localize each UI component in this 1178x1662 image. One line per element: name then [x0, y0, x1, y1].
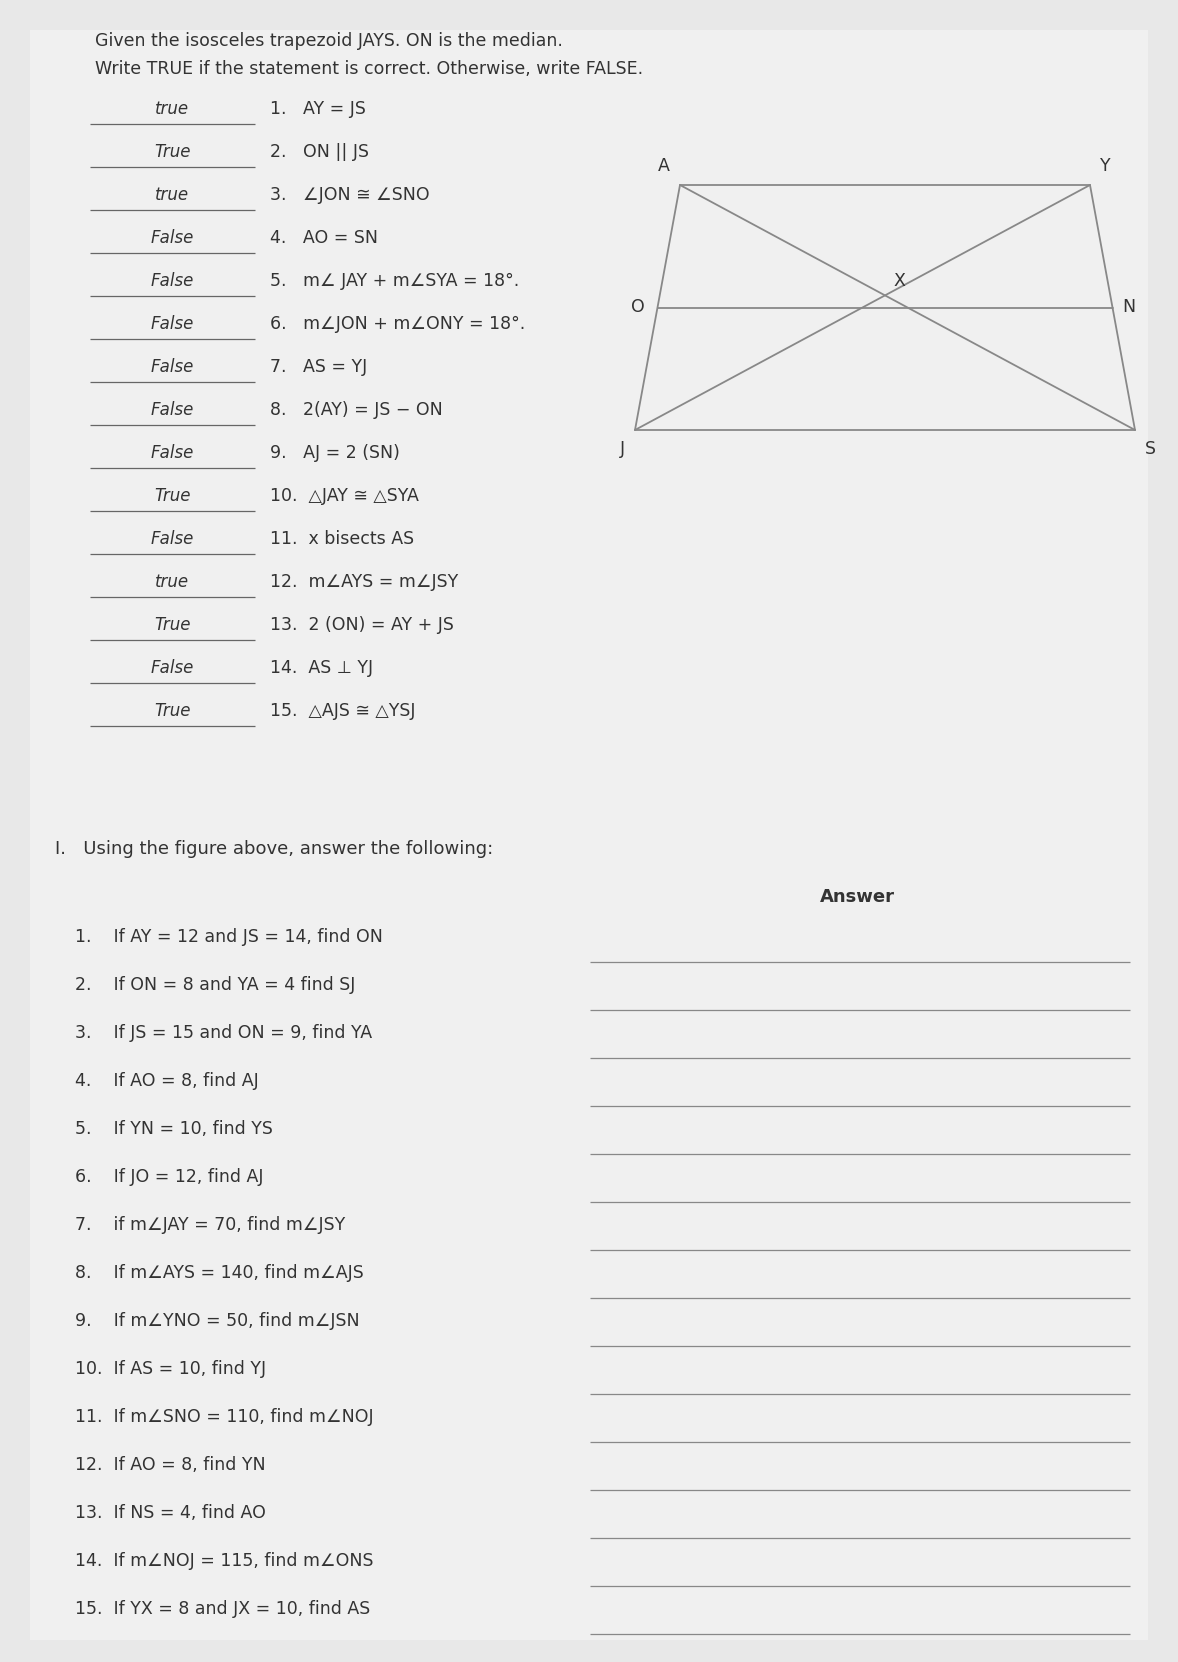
Text: 1.    If AY = 12 and JS = 14, find ON: 1. If AY = 12 and JS = 14, find ON — [75, 927, 383, 946]
Text: 3.    If JS = 15 and ON = 9, find YA: 3. If JS = 15 and ON = 9, find YA — [75, 1024, 372, 1042]
Text: 14.  If m∠NOJ = 115, find m∠ONS: 14. If m∠NOJ = 115, find m∠ONS — [75, 1552, 373, 1571]
Text: 8.   2(AY) = JS − ON: 8. 2(AY) = JS − ON — [270, 401, 443, 419]
Text: Y: Y — [1100, 156, 1111, 175]
Text: False: False — [151, 229, 194, 248]
Text: true: true — [155, 100, 190, 118]
Text: 12.  If AO = 8, find YN: 12. If AO = 8, find YN — [75, 1456, 265, 1474]
Text: 8.    If m∠AYS = 140, find m∠AJS: 8. If m∠AYS = 140, find m∠AJS — [75, 1265, 364, 1281]
Text: 13.  2 (ON) = AY + JS: 13. 2 (ON) = AY + JS — [270, 617, 454, 633]
Text: False: False — [151, 660, 194, 676]
Text: Write TRUE if the statement is correct. Otherwise, write FALSE.: Write TRUE if the statement is correct. … — [95, 60, 643, 78]
Text: False: False — [151, 357, 194, 376]
Text: 2.    If ON = 8 and YA = 4 find SJ: 2. If ON = 8 and YA = 4 find SJ — [75, 976, 356, 994]
Text: 7.   AS = YJ: 7. AS = YJ — [270, 357, 368, 376]
Text: O: O — [630, 299, 644, 316]
Text: 7.    if m∠JAY = 70, find m∠JSY: 7. if m∠JAY = 70, find m∠JSY — [75, 1217, 345, 1233]
Text: N: N — [1123, 299, 1136, 316]
Text: 1.   AY = JS: 1. AY = JS — [270, 100, 366, 118]
Text: A: A — [659, 156, 670, 175]
Text: True: True — [154, 143, 191, 161]
Text: False: False — [151, 316, 194, 332]
Text: False: False — [151, 530, 194, 548]
Text: 11.  If m∠SNO = 110, find m∠NOJ: 11. If m∠SNO = 110, find m∠NOJ — [75, 1408, 373, 1426]
Text: 13.  If NS = 4, find AO: 13. If NS = 4, find AO — [75, 1504, 266, 1522]
Text: 15.  △AJS ≅ △YSJ: 15. △AJS ≅ △YSJ — [270, 701, 416, 720]
Text: False: False — [151, 444, 194, 462]
Text: 14.  AS ⊥ YJ: 14. AS ⊥ YJ — [270, 660, 373, 676]
Text: 5.    If YN = 10, find YS: 5. If YN = 10, find YS — [75, 1120, 273, 1138]
Text: 10.  △JAY ≅ △SYA: 10. △JAY ≅ △SYA — [270, 487, 419, 505]
Text: 9.   AJ = 2 (SN): 9. AJ = 2 (SN) — [270, 444, 399, 462]
Text: true: true — [155, 573, 190, 592]
Text: Given the isosceles trapezoid JAYS. ON is the median.: Given the isosceles trapezoid JAYS. ON i… — [95, 32, 563, 50]
Text: 6.   m∠JON + m∠ONY = 18°.: 6. m∠JON + m∠ONY = 18°. — [270, 316, 525, 332]
Text: I.   Using the figure above, answer the following:: I. Using the figure above, answer the fo… — [55, 839, 494, 858]
Text: False: False — [151, 273, 194, 289]
Text: X: X — [893, 273, 905, 291]
Text: 6.    If JO = 12, find AJ: 6. If JO = 12, find AJ — [75, 1168, 264, 1187]
Text: J: J — [620, 440, 626, 459]
Text: 15.  If YX = 8 and JX = 10, find AS: 15. If YX = 8 and JX = 10, find AS — [75, 1601, 370, 1619]
Text: 3.   ∠JON ≅ ∠SNO: 3. ∠JON ≅ ∠SNO — [270, 186, 430, 204]
Text: True: True — [154, 487, 191, 505]
Text: 10.  If AS = 10, find YJ: 10. If AS = 10, find YJ — [75, 1360, 266, 1378]
Text: True: True — [154, 701, 191, 720]
Text: true: true — [155, 186, 190, 204]
Text: 4.   AO = SN: 4. AO = SN — [270, 229, 378, 248]
Text: Answer: Answer — [820, 888, 895, 906]
Text: S: S — [1145, 440, 1156, 459]
Text: 4.    If AO = 8, find AJ: 4. If AO = 8, find AJ — [75, 1072, 259, 1090]
Text: 11.  x bisects AS: 11. x bisects AS — [270, 530, 415, 548]
Text: True: True — [154, 617, 191, 633]
Text: 5.   m∠ JAY + m∠SYA = 18°.: 5. m∠ JAY + m∠SYA = 18°. — [270, 273, 519, 289]
Text: 9.    If m∠YNO = 50, find m∠JSN: 9. If m∠YNO = 50, find m∠JSN — [75, 1311, 359, 1330]
Text: 2.   ON || JS: 2. ON || JS — [270, 143, 369, 161]
Text: False: False — [151, 401, 194, 419]
Text: 12.  m∠AYS = m∠JSY: 12. m∠AYS = m∠JSY — [270, 573, 458, 592]
